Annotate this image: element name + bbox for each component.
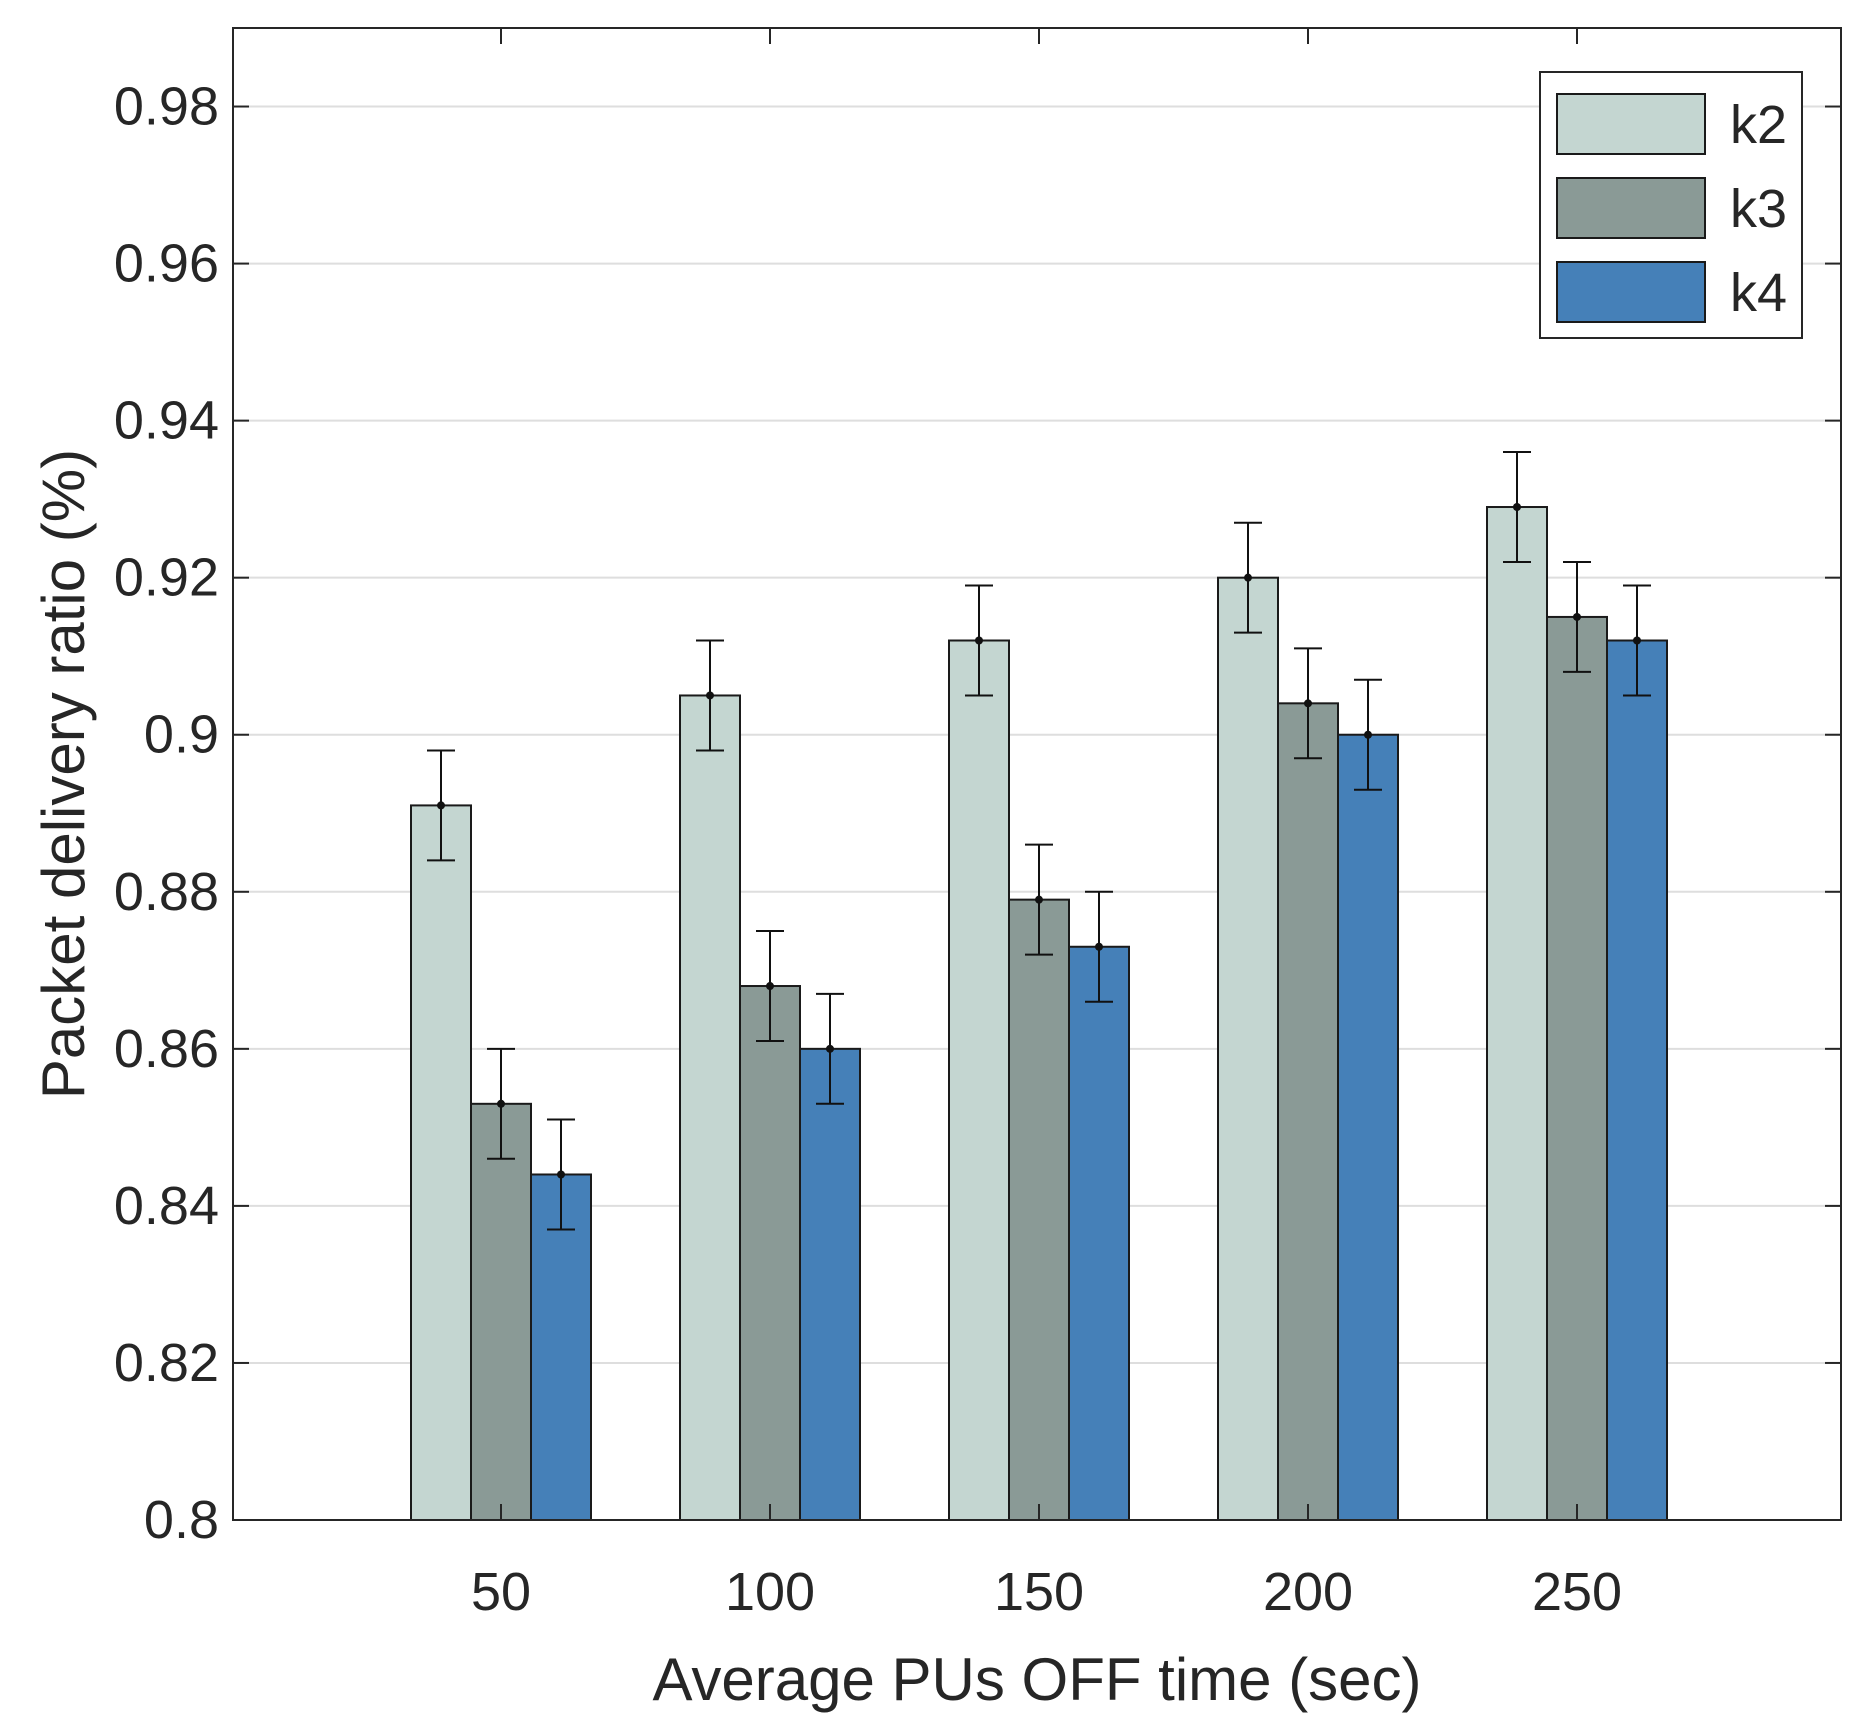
x-tick-label: 100 <box>725 1562 815 1622</box>
y-tick-label: 0.88 <box>114 862 219 922</box>
legend: k2 k3 k4 <box>1539 71 1803 339</box>
x-tick-label: 200 <box>1263 1562 1353 1622</box>
legend-swatch-k4 <box>1556 261 1706 323</box>
y-tick-label: 0.98 <box>114 77 219 137</box>
error-center-dot <box>437 801 445 810</box>
bar-k2-200 <box>1217 576 1279 1521</box>
y-tick-labels: 0.8 0.82 0.84 0.86 0.88 0.9 0.92 0.94 0.96 0.98 <box>114 77 219 1550</box>
y-axis-label: Packet delivery ratio (%) <box>30 449 97 1099</box>
x-tick-label: 150 <box>994 1562 1084 1622</box>
error-center-dot <box>557 1170 565 1179</box>
legend-label-k3: k3 <box>1730 179 1787 239</box>
y-tick-label: 0.84 <box>114 1176 219 1236</box>
y-tick-label: 0.94 <box>114 391 219 451</box>
legend-label-k2: k2 <box>1730 95 1787 155</box>
bar-k3-250 <box>1546 615 1608 1521</box>
error-center-dot <box>497 1099 505 1108</box>
y-tick-label: 0.8 <box>144 1490 219 1550</box>
error-bars-group <box>427 451 1651 1231</box>
legend-swatch-k2 <box>1556 93 1706 155</box>
error-center-dot <box>975 636 983 645</box>
x-tick-label: 50 <box>471 1562 531 1622</box>
bar-k3-50 <box>470 1102 532 1522</box>
bar-k4-200 <box>1337 733 1399 1521</box>
bar-k4-100 <box>799 1047 861 1522</box>
y-tick-label: 0.86 <box>114 1019 219 1079</box>
bar-k2-150 <box>948 639 1010 1521</box>
bar-k4-150 <box>1068 945 1130 1521</box>
bar-k2-100 <box>679 694 741 1521</box>
error-center-dot <box>1364 730 1372 739</box>
bar-k2-250 <box>1486 506 1548 1522</box>
error-center-dot <box>1035 895 1043 904</box>
legend-label-k4: k4 <box>1730 263 1787 323</box>
error-center-dot <box>1095 942 1103 951</box>
error-center-dot <box>706 691 714 700</box>
bars-group <box>410 506 1668 1522</box>
plot-frame <box>232 27 1842 1521</box>
bar-k4-50 <box>530 1173 592 1522</box>
error-center-dot <box>1633 636 1641 645</box>
bar-k4-250 <box>1606 639 1668 1521</box>
x-tick-label: 250 <box>1532 1562 1622 1622</box>
bar-k3-100 <box>739 985 801 1521</box>
error-center-dot <box>1244 573 1252 582</box>
error-center-dot <box>826 1044 834 1053</box>
legend-swatch-k3 <box>1556 177 1706 239</box>
x-axis-label: Average PUs OFF time (sec) <box>652 1646 1421 1713</box>
y-tick-label: 0.9 <box>144 705 219 765</box>
bar-k2-50 <box>410 804 472 1521</box>
bar-k3-200 <box>1277 702 1339 1521</box>
error-center-dot <box>1513 503 1521 512</box>
x-tick-labels: 50 100 150 200 250 <box>471 1562 1622 1622</box>
bar-k3-150 <box>1008 898 1070 1521</box>
error-center-dot <box>766 982 774 991</box>
y-tick-label: 0.92 <box>114 548 219 608</box>
y-tick-label: 0.82 <box>114 1333 219 1393</box>
error-center-dot <box>1304 699 1312 708</box>
tick-marks <box>233 28 1841 1521</box>
error-center-dot <box>1573 612 1581 621</box>
y-tick-label: 0.96 <box>114 234 219 294</box>
